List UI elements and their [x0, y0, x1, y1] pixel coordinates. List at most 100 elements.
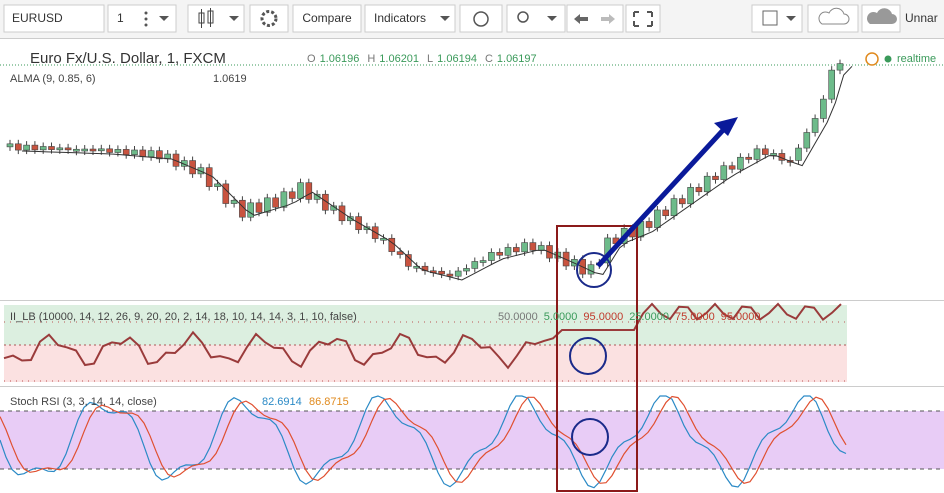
ohlc-value: 1.06197	[497, 53, 537, 65]
candle-body	[73, 148, 80, 152]
dropdown-arrow	[159, 16, 169, 21]
candle-body	[147, 150, 155, 158]
candle-body	[836, 63, 844, 71]
ohlc-value: 1.06196	[320, 53, 360, 65]
candle-body	[670, 198, 678, 217]
trend-arrow-head	[714, 117, 738, 136]
candle-body	[23, 144, 30, 151]
candle-body	[454, 270, 462, 277]
candle-icon	[198, 8, 214, 28]
layout-icon	[762, 10, 778, 26]
stoch-d-value: 86.8715	[309, 396, 349, 408]
ohlc-label: C	[485, 53, 493, 65]
candle-body	[280, 191, 288, 208]
highlight-circle	[571, 418, 609, 456]
candle-body	[512, 247, 520, 253]
lb-value: 75.0000	[675, 311, 715, 323]
candle-body	[214, 183, 221, 187]
candle-body	[654, 209, 661, 228]
ohlc-value: 1.06194	[437, 53, 477, 65]
trend-arrow	[596, 126, 727, 268]
symbol: EURUSD	[12, 11, 63, 25]
candle-body	[662, 209, 670, 217]
candle-body	[695, 187, 703, 193]
alma-line	[21, 65, 853, 281]
ohlc-value: 1.06201	[379, 53, 419, 65]
lb-name: II_LB (10000, 14, 12, 26, 9, 20, 20, 2, …	[10, 311, 357, 323]
candle-body	[678, 198, 686, 205]
stoch-name: Stoch RSI (3, 3, 14, 14, close)	[10, 396, 157, 408]
fullscreen-icon	[633, 11, 653, 27]
load-button[interactable]	[807, 4, 859, 33]
compare-button[interactable]	[292, 4, 362, 33]
layout-button[interactable]	[751, 4, 803, 33]
candle-body	[745, 156, 753, 160]
interval: 1	[117, 11, 124, 25]
candle-body	[795, 147, 802, 161]
lb-value: 95.0000	[721, 311, 761, 323]
cloud-icon	[866, 8, 897, 24]
candle-body	[15, 143, 22, 151]
candle-body	[89, 148, 97, 152]
stoch-d-line	[0, 395, 847, 484]
candle-body	[156, 150, 163, 160]
candle-body	[388, 237, 396, 252]
candle-body	[330, 205, 338, 211]
lb-line	[3, 302, 842, 370]
settings-button[interactable]	[249, 4, 289, 33]
candle-body	[114, 149, 122, 153]
lb-value: 50.0000	[498, 311, 538, 323]
lb-value: 95.0000	[583, 311, 623, 323]
candle-body	[803, 132, 811, 149]
candle-body	[537, 245, 545, 251]
candle-body	[6, 143, 14, 148]
candle-body	[222, 183, 230, 204]
lb-values: 50.0000 5.0000 95.0000 25.0000 75.0000 95.000…	[498, 311, 760, 323]
candle-body	[463, 268, 470, 272]
layout-tab[interactable]: Unnar	[905, 11, 938, 25]
ideas-button[interactable]	[506, 4, 566, 33]
indicators-button[interactable]	[364, 4, 456, 33]
alert-button[interactable]	[459, 4, 503, 33]
candle-body	[81, 148, 88, 152]
candle-body	[479, 260, 487, 263]
candle-body	[48, 146, 55, 150]
candle-body	[64, 147, 72, 151]
lb-value: 25.0000	[629, 311, 669, 323]
candle-body	[122, 149, 130, 155]
ohlc-label: L	[427, 53, 433, 65]
lb-value: 5.0000	[544, 311, 578, 323]
candle-body	[728, 165, 736, 170]
candle-body	[346, 216, 354, 222]
compare-label: Compare	[302, 11, 352, 25]
candle-body	[272, 197, 279, 208]
candle-body	[338, 205, 346, 222]
fullscreen-button[interactable]	[625, 4, 661, 33]
indicators-label: Indicators	[374, 11, 426, 25]
candle-body	[446, 273, 454, 277]
candle-body	[496, 252, 504, 256]
redo-icon	[601, 14, 615, 24]
candle-body	[703, 175, 711, 193]
highlight-box	[556, 225, 638, 492]
candle-body	[230, 199, 238, 204]
candle-body	[737, 156, 744, 170]
candle-body	[139, 149, 147, 158]
ohlc-legend: O 1.06196 H 1.06201 L 1.06194 C 1.06197	[307, 53, 537, 65]
stoch-k-value: 82.6914	[262, 396, 302, 408]
candle-body	[322, 193, 329, 211]
candle-body	[529, 242, 537, 251]
candle-body	[438, 270, 445, 275]
candle-body	[247, 202, 254, 218]
candle-body	[687, 187, 694, 205]
candle-body	[98, 148, 105, 152]
candle-body	[172, 153, 180, 167]
candle-body	[106, 148, 113, 153]
candle-body	[56, 147, 64, 151]
candle-body	[363, 226, 371, 231]
lb-lower-band	[4, 345, 847, 382]
candle-body	[471, 261, 479, 269]
candle-body	[521, 242, 528, 253]
highlight-circle	[576, 252, 612, 288]
symbol-input[interactable]	[3, 4, 105, 33]
